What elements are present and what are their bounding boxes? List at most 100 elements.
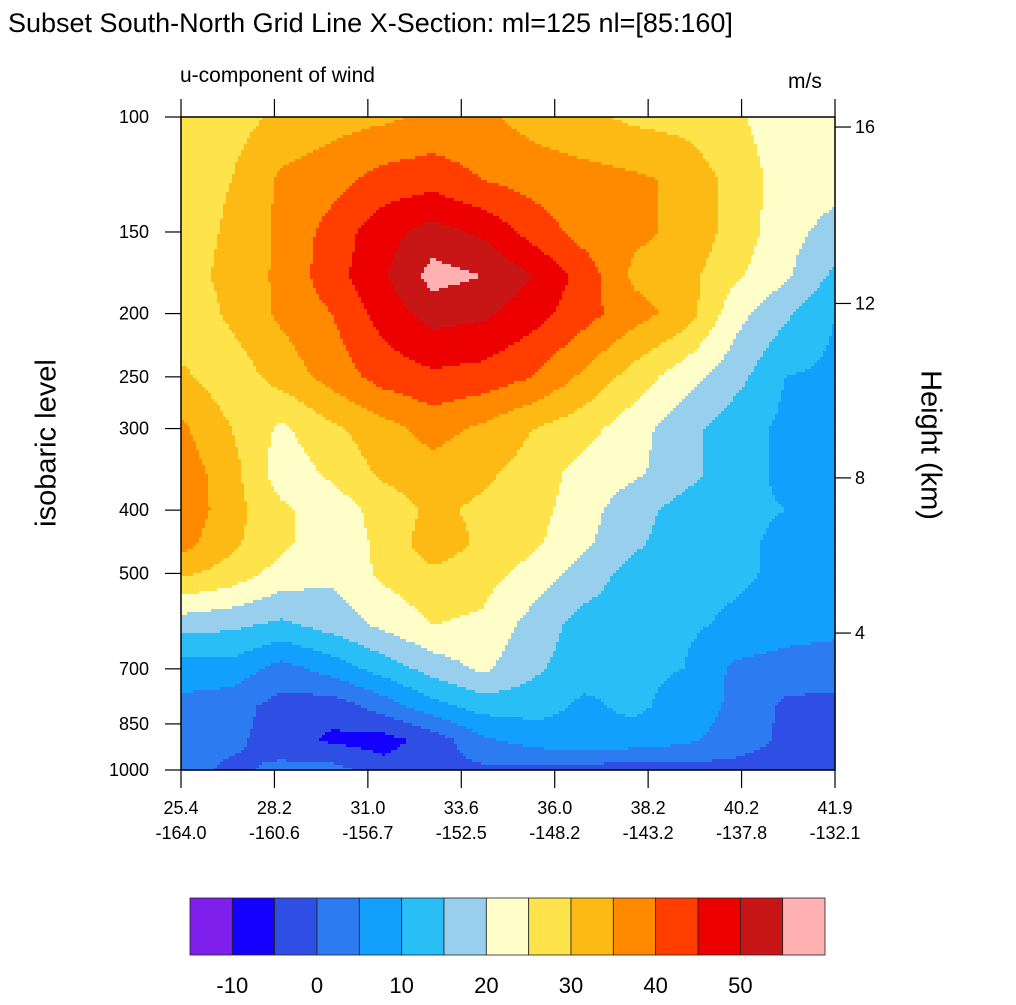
contour-fill — [532, 603, 584, 607]
contour-fill — [829, 342, 836, 346]
contour-fill — [568, 381, 611, 385]
contour-fill — [787, 321, 836, 325]
contour-fill — [430, 327, 440, 331]
contour-fill — [553, 390, 602, 394]
contour-fill — [244, 651, 323, 655]
contour-fill — [748, 315, 791, 319]
contour-fill — [718, 201, 764, 205]
contour-fill — [424, 711, 476, 715]
contour-fill — [211, 267, 272, 271]
contour-fill — [352, 258, 395, 262]
contour-fill — [274, 486, 338, 490]
contour-fill — [181, 762, 221, 766]
contour-fill — [649, 450, 704, 454]
contour-fill — [562, 630, 701, 634]
contour-fill — [181, 348, 245, 352]
contour-fill — [277, 558, 371, 562]
contour-fill — [760, 222, 818, 226]
contour-fill — [631, 261, 707, 265]
contour-fill — [595, 261, 632, 265]
contour-fill — [493, 246, 539, 250]
contour-fill — [430, 261, 443, 265]
contour-fill — [181, 384, 203, 388]
contour-fill — [592, 321, 644, 325]
contour-fill — [280, 555, 371, 559]
contour-fill — [493, 591, 545, 595]
contour-fill — [568, 705, 608, 709]
contour-fill — [676, 333, 710, 337]
contour-fill — [517, 453, 581, 457]
contour-fill — [295, 432, 350, 436]
contour-fill — [235, 333, 287, 337]
contour-fill — [700, 342, 734, 346]
contour-fill — [601, 273, 629, 277]
colorbar-label: 0 — [311, 973, 323, 998]
contour-fill — [781, 399, 836, 403]
contour-fill — [199, 453, 239, 457]
contour-fill — [355, 609, 419, 613]
contour-fill — [415, 504, 464, 508]
contour-fill — [292, 507, 362, 511]
contour-fill — [529, 432, 602, 436]
contour-fill — [346, 345, 392, 349]
contour-fill — [718, 414, 776, 418]
contour-fill — [610, 579, 755, 583]
contour-fill — [373, 750, 392, 754]
contour-fill — [403, 303, 506, 307]
contour-fill — [397, 489, 485, 493]
contour-fill — [520, 192, 659, 196]
contour-fill — [352, 279, 392, 283]
contour-fill — [811, 294, 836, 298]
contour-fill — [505, 576, 560, 580]
contour-fill — [760, 552, 836, 556]
contour-fill — [601, 297, 647, 301]
contour-fill — [703, 465, 770, 469]
contour-fill — [790, 318, 836, 322]
contour-fill — [673, 336, 707, 340]
contour-fill — [757, 243, 803, 247]
contour-fill — [619, 489, 686, 493]
contour-fill — [325, 213, 374, 217]
contour-fill — [697, 300, 725, 304]
contour-fill — [493, 666, 548, 670]
contour-fill — [769, 453, 836, 457]
contour-fill — [700, 279, 740, 283]
contour-fill — [769, 477, 836, 481]
contour-fill — [181, 393, 212, 397]
contour-fill — [676, 495, 776, 499]
contour-fill — [754, 369, 806, 373]
contour-fill — [394, 699, 440, 703]
contour-fill — [364, 522, 416, 526]
contour-fill — [313, 249, 356, 253]
contour-fill — [775, 417, 836, 421]
contour-fill — [181, 351, 248, 355]
contour-fill — [361, 510, 419, 514]
contour-fill — [340, 678, 392, 682]
contour-fill — [532, 273, 569, 277]
contour-fill — [469, 531, 548, 535]
contour-fill — [310, 273, 350, 277]
contour-fill — [181, 213, 224, 217]
contour-fill — [610, 576, 758, 580]
contour-fill — [559, 576, 611, 580]
contour-fill — [733, 342, 770, 346]
contour-fill — [247, 501, 287, 505]
contour-fill — [661, 420, 713, 424]
contour-fill — [538, 399, 593, 403]
contour-fill — [460, 750, 755, 754]
contour-fill — [451, 657, 500, 661]
contour-fill — [262, 645, 302, 649]
contour-fill — [703, 156, 761, 160]
contour-fill — [508, 300, 560, 304]
contour-fill — [235, 162, 290, 166]
contour-fill — [622, 564, 761, 568]
contour-fill — [391, 264, 428, 268]
contour-fill — [181, 489, 209, 493]
contour-fill — [181, 750, 242, 754]
contour-fill — [628, 270, 704, 274]
contour-fill — [349, 351, 401, 355]
contour-fill — [319, 672, 374, 676]
contour-fill — [769, 429, 836, 433]
contour-fill — [181, 537, 200, 541]
contour-fill — [601, 390, 647, 394]
